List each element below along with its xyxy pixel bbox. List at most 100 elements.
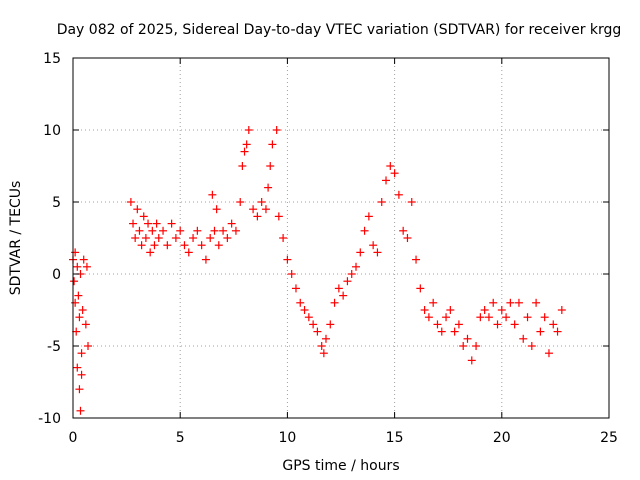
- data-point: [313, 327, 322, 336]
- y-tick-label: 15: [43, 51, 61, 67]
- data-point: [339, 291, 348, 300]
- data-point: [321, 334, 330, 343]
- data-point: [135, 226, 144, 235]
- data-point: [557, 306, 566, 314]
- data-point: [279, 234, 288, 242]
- data-point: [148, 226, 157, 235]
- data-point: [249, 205, 258, 214]
- data-point: [137, 241, 146, 250]
- data-point: [266, 162, 275, 170]
- data-point: [72, 327, 81, 336]
- data-point: [79, 255, 88, 264]
- data-point: [467, 356, 476, 365]
- data-point: [502, 313, 511, 322]
- data-point: [150, 241, 159, 250]
- data-point: [446, 306, 455, 314]
- x-tick-label: 20: [493, 430, 511, 446]
- data-point: [244, 126, 253, 134]
- data-point: [167, 219, 176, 228]
- data-point: [223, 234, 232, 242]
- data-point: [242, 140, 251, 149]
- data-point: [82, 262, 91, 271]
- data-point: [283, 255, 292, 264]
- data-point: [131, 234, 140, 242]
- data-point: [476, 313, 485, 322]
- data-point: [144, 219, 153, 228]
- data-point: [214, 241, 223, 250]
- data-point: [484, 313, 493, 322]
- data-point: [197, 241, 206, 250]
- data-point: [264, 183, 273, 192]
- data-point: [171, 234, 180, 242]
- y-axis-label: SDTVAR / TECUs: [8, 181, 24, 296]
- data-point: [442, 313, 451, 322]
- data-point: [523, 313, 532, 322]
- data-point: [146, 248, 155, 257]
- data-point: [382, 176, 391, 185]
- data-point: [236, 198, 245, 206]
- data-point: [261, 205, 270, 214]
- data-point: [77, 370, 86, 379]
- data-point: [184, 248, 193, 257]
- data-point: [450, 327, 459, 336]
- data-point: [386, 162, 395, 170]
- data-point: [532, 298, 541, 307]
- data-point: [347, 270, 356, 278]
- data-point: [334, 284, 343, 293]
- data-point: [416, 284, 425, 293]
- y-tick-label: 0: [52, 267, 61, 283]
- data-point: [493, 320, 502, 329]
- y-tick-labels: -10 -5 0 5 10 15: [38, 51, 61, 427]
- x-tick-label: 10: [278, 430, 296, 446]
- data-point: [159, 226, 168, 235]
- data-point: [544, 349, 553, 358]
- data-point: [201, 255, 210, 264]
- data-point: [420, 306, 429, 314]
- data-point: [268, 140, 277, 149]
- data-point: [519, 334, 528, 343]
- data-point: [206, 234, 215, 242]
- data-point: [454, 320, 463, 329]
- data-point: [272, 126, 281, 134]
- data-point: [152, 219, 161, 228]
- data-point: [75, 313, 84, 322]
- data-point: [497, 306, 506, 314]
- data-point: [84, 342, 93, 350]
- data-point: [180, 241, 189, 250]
- data-point: [74, 291, 83, 300]
- data-point: [317, 342, 326, 350]
- data-point: [360, 226, 369, 235]
- y-tick-label: 5: [52, 195, 61, 211]
- data-point: [81, 320, 90, 329]
- data-points: [69, 126, 566, 415]
- data-point: [424, 313, 433, 322]
- y-tick-label: 10: [43, 123, 61, 139]
- plot-frame: [72, 57, 610, 419]
- data-point: [219, 226, 228, 235]
- data-point: [480, 306, 489, 314]
- data-point: [459, 342, 468, 350]
- data-point: [536, 327, 545, 336]
- data-point: [343, 277, 352, 286]
- data-point: [189, 234, 198, 242]
- x-tick-labels: 0 5 10 15 20 25: [69, 430, 618, 446]
- data-point: [257, 198, 266, 206]
- data-point: [553, 327, 562, 336]
- data-point: [71, 298, 80, 307]
- data-point: [472, 342, 481, 350]
- data-point: [73, 262, 82, 271]
- y-tick-label: -5: [47, 339, 61, 355]
- data-point: [291, 284, 300, 293]
- data-point: [407, 198, 416, 206]
- data-point: [231, 226, 240, 235]
- data-point: [399, 226, 408, 235]
- data-point: [129, 219, 138, 228]
- data-point: [394, 190, 403, 199]
- data-point: [139, 212, 148, 221]
- data-point: [73, 363, 82, 372]
- x-tick-label: 5: [176, 430, 185, 446]
- data-point: [287, 270, 296, 278]
- data-point: [369, 241, 378, 250]
- data-point: [240, 147, 249, 156]
